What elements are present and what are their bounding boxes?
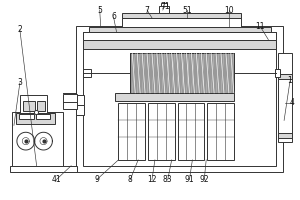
Text: 9: 9 bbox=[94, 175, 99, 184]
Bar bbox=[20, 95, 47, 113]
Bar bbox=[83, 40, 276, 49]
Bar bbox=[76, 26, 283, 172]
Text: 51: 51 bbox=[183, 6, 192, 15]
Bar bbox=[161, 3, 167, 6]
Text: 2: 2 bbox=[17, 25, 22, 34]
Text: 6: 6 bbox=[111, 12, 116, 21]
Text: 8: 8 bbox=[128, 175, 133, 184]
Bar bbox=[122, 13, 241, 18]
Bar bbox=[122, 18, 241, 27]
Text: 83: 83 bbox=[163, 175, 172, 184]
Bar bbox=[10, 166, 77, 172]
Bar bbox=[278, 53, 292, 142]
Text: 92: 92 bbox=[200, 175, 209, 184]
Bar bbox=[63, 94, 77, 109]
Bar bbox=[278, 133, 292, 138]
Bar bbox=[83, 69, 91, 77]
Bar bbox=[12, 112, 63, 166]
Bar bbox=[275, 69, 280, 77]
Text: 1: 1 bbox=[288, 76, 292, 85]
Text: 4: 4 bbox=[290, 98, 294, 107]
Bar bbox=[37, 101, 44, 111]
Text: 12: 12 bbox=[147, 175, 157, 184]
Bar bbox=[207, 103, 234, 160]
Bar bbox=[89, 27, 271, 32]
Bar bbox=[130, 53, 234, 93]
Bar bbox=[76, 105, 84, 115]
Bar bbox=[118, 103, 145, 160]
Bar bbox=[23, 101, 34, 111]
Bar bbox=[278, 74, 292, 79]
Bar bbox=[130, 53, 234, 93]
Bar bbox=[16, 113, 55, 124]
Bar bbox=[19, 114, 34, 119]
Text: 3: 3 bbox=[17, 78, 22, 87]
Text: 91: 91 bbox=[184, 175, 194, 184]
Text: 71: 71 bbox=[160, 2, 169, 11]
Text: 7: 7 bbox=[145, 6, 149, 15]
Bar bbox=[36, 114, 50, 119]
Bar bbox=[148, 103, 175, 160]
Text: 11: 11 bbox=[256, 22, 265, 31]
Text: 10: 10 bbox=[224, 6, 234, 15]
Bar bbox=[178, 103, 204, 160]
Bar bbox=[76, 95, 84, 105]
Bar bbox=[83, 32, 276, 166]
Bar bbox=[83, 32, 276, 40]
Bar bbox=[159, 6, 169, 13]
Text: 41: 41 bbox=[52, 175, 61, 184]
Text: 5: 5 bbox=[97, 6, 102, 15]
Bar bbox=[116, 93, 234, 101]
